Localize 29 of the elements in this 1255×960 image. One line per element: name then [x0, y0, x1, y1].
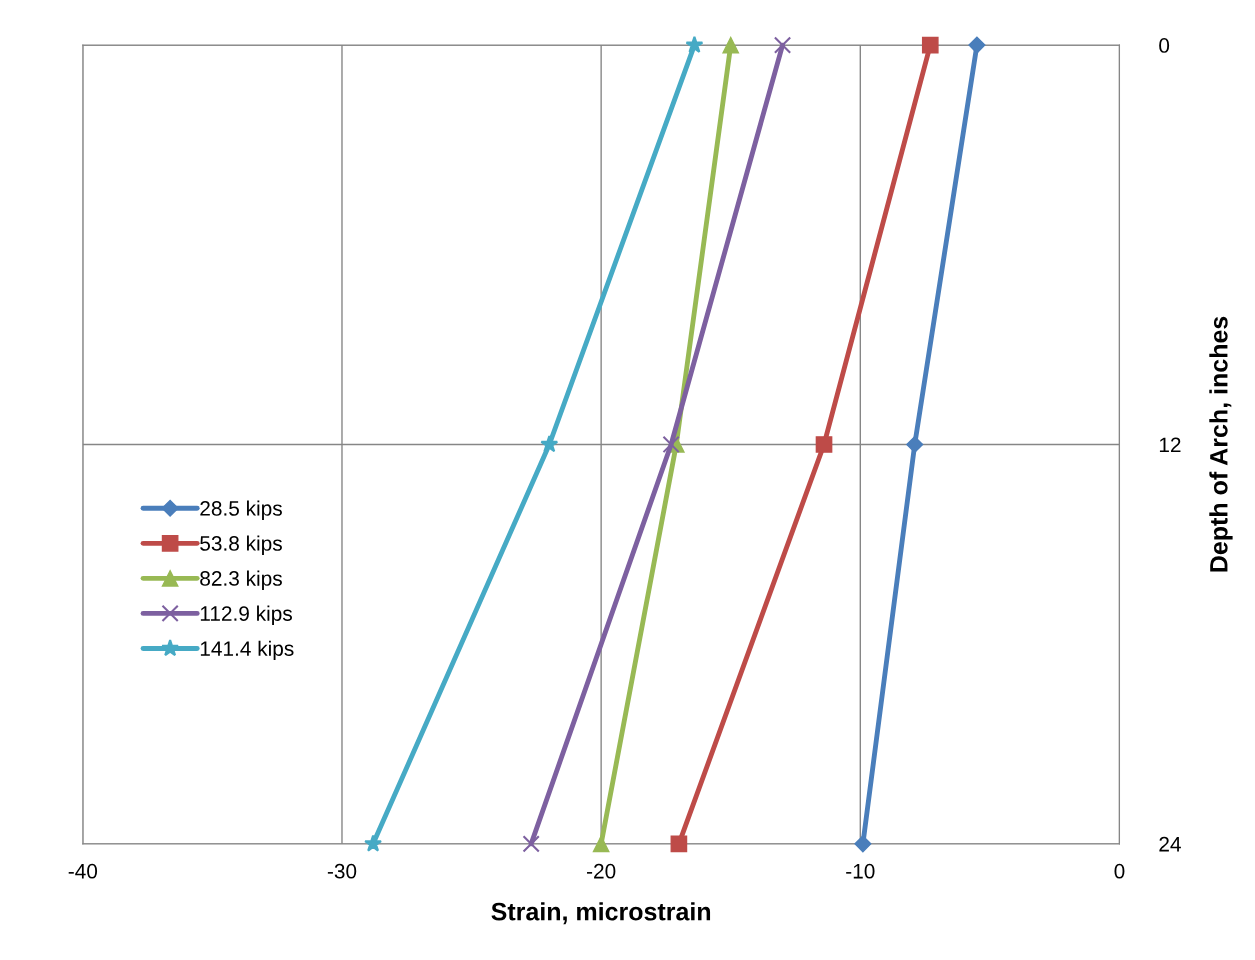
y-tick-label: 12: [1159, 437, 1181, 453]
legend-label: 141.4 kips: [200, 640, 294, 661]
point: [522, 835, 540, 853]
point: [540, 435, 559, 453]
x-tick-label: -20: [587, 863, 616, 879]
point: [854, 835, 872, 853]
y-tick-label: 0: [1159, 38, 1170, 53]
x-tick-label: 0: [1114, 863, 1125, 879]
y-axis-title: Depth of Arch, inches: [1209, 316, 1233, 572]
legend-label: 28.5 kips: [200, 500, 282, 520]
point: [906, 435, 924, 454]
legend-label: 112.9 kips: [200, 605, 292, 626]
point: [662, 435, 680, 454]
point: [592, 835, 610, 853]
legend-label: 53.8 kips: [200, 535, 282, 555]
x-axis-title: Strain, microstrain: [491, 902, 711, 925]
point: [773, 36, 792, 54]
point: [364, 834, 383, 852]
point: [921, 36, 939, 54]
legend-label: 82.3 kips: [200, 570, 282, 590]
point: [722, 36, 740, 54]
y-tick-label: 24: [1159, 836, 1181, 852]
x-tick-label: -30: [327, 863, 357, 879]
point: [815, 436, 833, 453]
point: [685, 35, 704, 53]
point: [670, 835, 688, 853]
point: [968, 36, 986, 54]
x-tick-label: -10: [846, 863, 875, 879]
x-tick-label: -40: [68, 863, 98, 879]
